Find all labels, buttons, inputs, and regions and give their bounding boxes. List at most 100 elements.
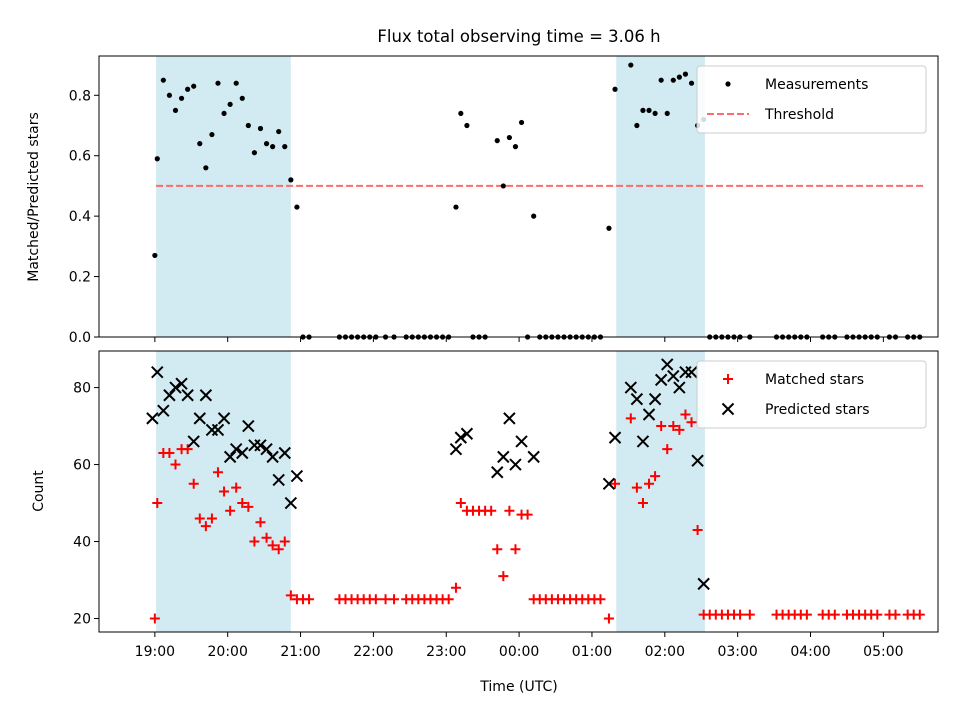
- predicted-star-marker: [284, 496, 298, 510]
- matched-star-marker: [656, 421, 667, 432]
- measurement-point: [494, 138, 500, 144]
- legend-label: Threshold: [764, 107, 834, 123]
- matched-star-marker: [194, 513, 205, 524]
- predicted-star-marker: [151, 365, 164, 379]
- measurement-point: [612, 86, 618, 92]
- legend: Measurements Threshold: [696, 65, 927, 134]
- predicted-star-marker: [211, 423, 225, 437]
- measurement-point: [197, 141, 203, 147]
- predicted-star-marker: [491, 466, 504, 479]
- x-tick-label: 19:00: [135, 644, 175, 660]
- predicted-star-marker: [229, 442, 243, 456]
- matched-star-marker: [680, 409, 691, 420]
- predicted-star-marker: [272, 473, 285, 487]
- ratio-panel: 0.0 0.2 0.4 0.6 0.8 Measurements Threshold: [69, 55, 939, 346]
- measurement-point: [670, 77, 676, 83]
- legend-marker-predicted: [721, 402, 735, 416]
- measurement-point: [646, 107, 652, 113]
- matched-star-marker: [267, 540, 278, 551]
- matched-star-marker: [243, 501, 254, 512]
- x-tick-label: 02:00: [645, 644, 685, 660]
- measurement-point: [458, 110, 464, 117]
- measurement-point: [152, 252, 158, 259]
- predicted-star-marker: [260, 442, 273, 456]
- predicted-star-marker: [266, 450, 279, 464]
- matched-star-marker: [650, 471, 661, 482]
- matched-star-marker: [273, 544, 284, 555]
- matched-star-marker: [389, 594, 400, 605]
- matched-star-marker: [237, 498, 248, 509]
- shaded-region: [616, 351, 705, 632]
- matched-star-marker: [744, 609, 755, 620]
- matched-star-marker: [219, 486, 230, 497]
- matched-star-marker: [455, 498, 466, 509]
- matched-star-marker: [504, 505, 515, 516]
- legend-label: Predicted stars: [765, 402, 870, 418]
- predicted-star-marker: [449, 442, 463, 456]
- measurement-point: [512, 144, 519, 150]
- measurement-point: [518, 119, 525, 126]
- matched-star-marker: [170, 459, 181, 470]
- measurement-point: [658, 77, 664, 83]
- predicted-star-marker: [673, 381, 686, 394]
- measurement-point: [652, 110, 658, 117]
- matched-star-marker: [662, 444, 673, 455]
- legend-label: Matched stars: [765, 372, 864, 388]
- predicted-star-marker: [685, 365, 698, 379]
- matched-star-marker: [443, 594, 454, 605]
- predicted-star-marker: [175, 377, 188, 390]
- predicted-star-marker: [691, 454, 704, 467]
- x-tick-label: 00:00: [499, 644, 539, 660]
- measurement-point: [227, 101, 233, 107]
- matched-star-marker: [188, 478, 199, 489]
- predicted-star-marker: [624, 381, 638, 394]
- x-tick-label: 23:00: [426, 644, 466, 660]
- y-tick-label: 40: [73, 535, 91, 551]
- measurement-point: [688, 80, 695, 86]
- predicted-star-marker: [236, 446, 249, 460]
- x-tick-label: 04:00: [790, 644, 830, 660]
- matched-star-marker: [610, 478, 621, 489]
- legend-marker-measurements: [725, 81, 731, 87]
- matched-star-marker: [498, 571, 509, 582]
- matched-star-marker: [668, 421, 679, 432]
- measurement-point: [245, 122, 251, 129]
- matched-star-marker: [674, 424, 685, 435]
- measurement-point: [233, 80, 239, 86]
- measurement-point: [288, 177, 294, 183]
- measurement-point: [606, 225, 612, 231]
- predicted-star-marker: [460, 427, 474, 440]
- measurement-point: [215, 80, 221, 86]
- y-tick-label: 20: [73, 612, 91, 628]
- measurement-point: [239, 95, 245, 101]
- measurement-point: [185, 86, 191, 92]
- matched-star-marker: [686, 417, 697, 428]
- matched-star-marker: [914, 609, 925, 620]
- matched-star-marker: [231, 482, 242, 493]
- matched-star-marker: [152, 498, 163, 509]
- legend-frame: [696, 360, 927, 429]
- predicted-star-marker: [278, 446, 291, 460]
- x-tick-label: 03:00: [717, 644, 757, 660]
- measurement-point: [160, 77, 166, 83]
- predicted-star-marker: [497, 450, 510, 464]
- predicted-star-marker: [654, 373, 668, 387]
- x-tick-label: 20:00: [208, 644, 248, 660]
- matched-star-marker: [510, 544, 521, 555]
- measurement-point: [676, 74, 682, 80]
- x-tick-label: 21:00: [280, 644, 320, 660]
- measurement-point: [263, 141, 270, 147]
- axes-frame: [98, 55, 939, 338]
- measurement-point: [500, 183, 506, 189]
- matched-star-marker: [285, 590, 296, 601]
- predicted-star-marker: [642, 408, 656, 421]
- matched-star-marker: [225, 505, 236, 516]
- matched-star-marker: [595, 594, 606, 605]
- matched-star-marker: [644, 478, 655, 489]
- measurement-point: [191, 83, 197, 89]
- measurement-point: [178, 95, 185, 101]
- predicted-star-marker: [163, 389, 176, 402]
- measurement-point: [634, 122, 640, 129]
- y-tick-label: 0.4: [69, 209, 91, 225]
- x-tick-label: 01:00: [572, 644, 612, 660]
